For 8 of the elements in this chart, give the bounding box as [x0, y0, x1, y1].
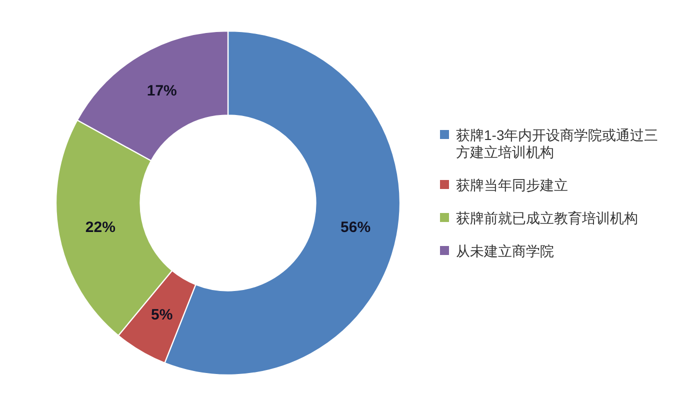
data-label: 5%	[151, 306, 173, 324]
legend-label: 获牌前就已成立教育培训机构	[456, 210, 638, 226]
data-label: 17%	[146, 82, 177, 100]
legend-label: 从未建立商学院	[456, 243, 554, 259]
data-label: 22%	[85, 218, 116, 236]
data-label: 56%	[340, 218, 371, 236]
legend-label: 获牌当年同步建立	[456, 177, 568, 193]
legend-label: 获牌1-3年内开设商学院或通过三方建立培训机构	[456, 127, 658, 160]
